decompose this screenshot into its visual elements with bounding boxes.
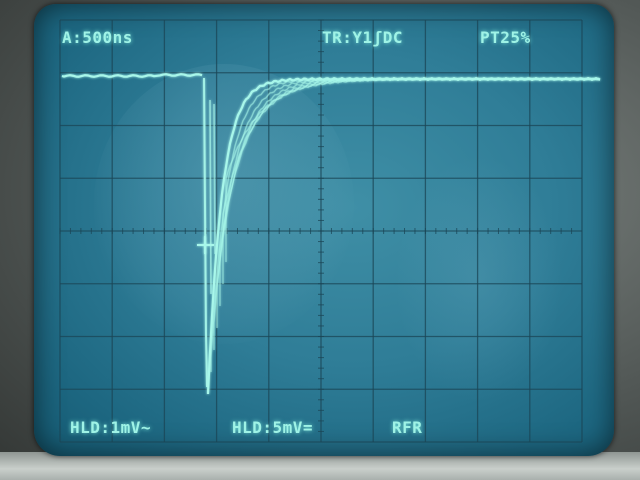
timebase-readout: A:500ns [62,28,133,47]
channel2-readout: HLD:5mV= [232,418,314,437]
waveform-baseline [61,73,203,78]
waveform-display [61,73,601,395]
waveform-recovery [225,77,601,262]
graticule [59,19,583,443]
waveform-recovery [210,77,600,372]
trigger-readout: TR:Y1ʃDC [322,28,404,47]
waveform-recovery [213,77,601,350]
oscilloscope-screen: A:500ns TR:Y1ʃDC PT25% HLD:1mV~ HLD:5mV=… [34,4,614,456]
waveform-edge [209,99,212,295]
waveform-recovery [219,77,601,306]
waveform-recovery [216,77,600,328]
trigger-cursor [197,236,214,254]
waveform-edge [203,77,208,388]
glass-reflection [94,64,354,344]
graticule-ticks [59,19,573,432]
channel1-readout: HLD:1mV~ [70,418,152,437]
mode-readout: RFR [392,418,423,437]
bezel-bottom-edge [0,452,640,480]
pretrigger-readout: PT25% [480,28,531,47]
waveform-recovery [222,77,599,284]
glass-reflection [394,154,564,404]
waveform-edge [213,103,216,255]
waveform-recovery [206,77,601,395]
